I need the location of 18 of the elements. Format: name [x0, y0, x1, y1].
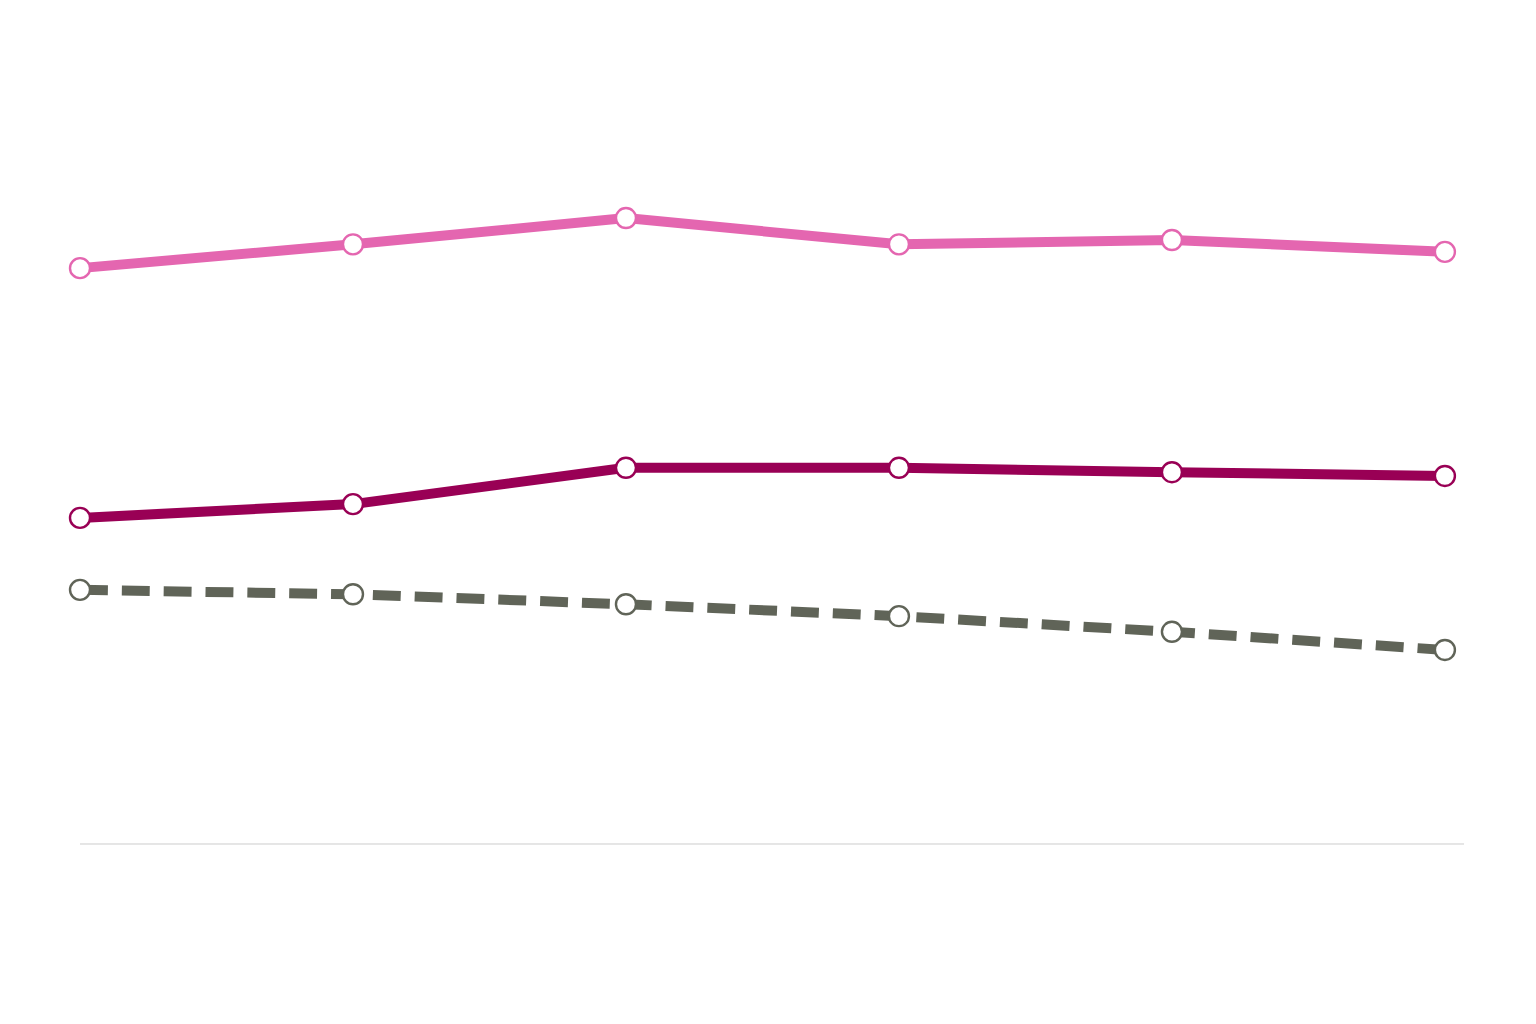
point [1433, 638, 1457, 662]
point [68, 256, 92, 280]
point [887, 233, 911, 256]
point [887, 604, 911, 628]
point [341, 583, 365, 606]
point [614, 593, 638, 616]
point [68, 578, 92, 602]
point [1433, 464, 1457, 488]
point [341, 233, 365, 256]
point [614, 206, 638, 230]
point [341, 492, 365, 516]
point [1160, 228, 1184, 252]
point [1160, 620, 1184, 643]
point [68, 506, 92, 530]
point [1160, 460, 1184, 484]
point [887, 456, 911, 479]
point [614, 456, 638, 479]
point [1433, 240, 1457, 264]
